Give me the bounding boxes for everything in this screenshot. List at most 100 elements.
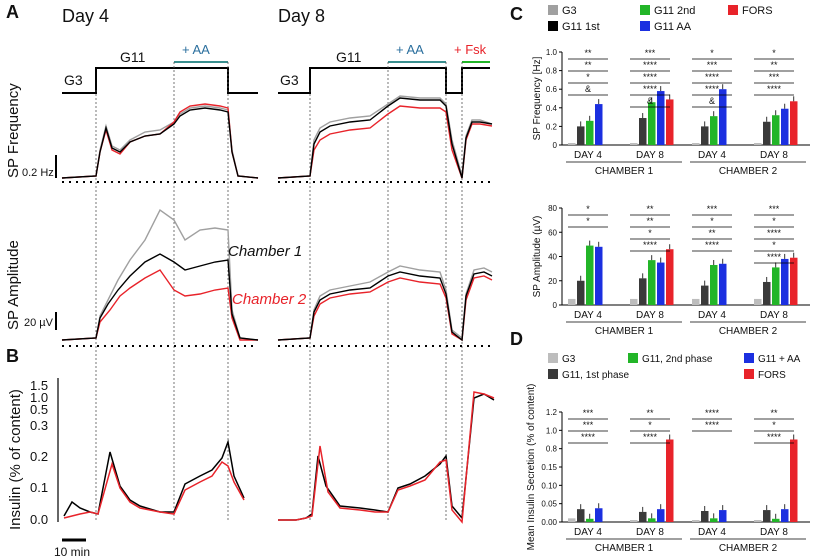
bar-0-2 xyxy=(586,120,594,145)
bar-1-2 xyxy=(648,518,656,522)
sig-marker: **** xyxy=(767,84,782,94)
bar-1-4 xyxy=(666,249,674,305)
legend-label-1: G11 1st xyxy=(562,21,600,33)
y-axis-label: SP Amplitude (µV) xyxy=(532,216,543,298)
panel-label-b: B xyxy=(6,346,19,366)
bar-0-0 xyxy=(568,298,576,305)
day8-title: Day 8 xyxy=(278,6,325,26)
g3-label-day4: G3 xyxy=(64,72,83,88)
ylabel-insulin: Insulin (% of content) xyxy=(7,389,24,530)
bar-0-0 xyxy=(568,518,576,522)
tick-1-0: 1.0 xyxy=(30,390,48,405)
y-tick-label: 80 xyxy=(548,204,557,213)
chamber-label: CHAMBER 2 xyxy=(719,166,778,177)
amp-trace-grey-day8 xyxy=(277,265,493,341)
bar-2-0 xyxy=(692,298,700,305)
legend-d-label-0: G3 xyxy=(562,354,576,365)
chamber1-annotation: Chamber 1 xyxy=(228,243,302,260)
bar-1-3 xyxy=(657,509,665,522)
bar-3-4 xyxy=(790,439,798,522)
legend-d-label-4: FORS xyxy=(758,370,786,381)
sig-marker: **** xyxy=(643,60,658,70)
y-tick-label: 40 xyxy=(548,253,557,262)
freq-scale-label: 0.2 Hz xyxy=(22,167,54,179)
legend-label-2: G11 2nd xyxy=(654,5,695,17)
bar-2-1 xyxy=(701,511,709,522)
sig-marker: **** xyxy=(705,420,720,430)
sig-marker: & xyxy=(709,96,715,106)
bar-2-3 xyxy=(719,263,727,305)
bar-1-0 xyxy=(630,143,638,145)
sig-marker: & xyxy=(585,84,591,94)
day-label: DAY 8 xyxy=(636,527,664,538)
bar-2-0 xyxy=(692,520,700,522)
sig-marker: ** xyxy=(646,408,654,418)
bar-3-2 xyxy=(772,115,780,145)
sig-marker: **** xyxy=(643,72,658,82)
legend-swatch-3 xyxy=(640,21,650,31)
day-label: DAY 4 xyxy=(698,150,726,161)
g3-label-day8: G3 xyxy=(280,72,299,88)
amp-scale-label: 20 µV xyxy=(24,317,54,329)
day4-title: Day 4 xyxy=(62,6,109,26)
bar-3-3 xyxy=(781,509,789,522)
y-tick-label: 1.0 xyxy=(546,48,558,57)
chamber-label: CHAMBER 2 xyxy=(719,543,778,554)
fsk-label: + Fsk xyxy=(454,42,487,57)
bar-0-0 xyxy=(568,143,576,145)
y-tick-label: 0.10 xyxy=(541,481,557,490)
legend-d-swatch-2 xyxy=(744,353,754,363)
y-tick-label: 0.8 xyxy=(546,445,558,454)
sig-marker: *** xyxy=(707,60,718,70)
bar-1-1 xyxy=(639,278,647,305)
y-tick-label: 0.00 xyxy=(541,518,557,527)
day-label: DAY 8 xyxy=(760,150,788,161)
freq-traces xyxy=(61,95,493,179)
chart-insulin-secretion: 0.00 0.05 0.10 0.15 0.8 1.0 1.2 Mean Insulin Se… xyxy=(526,353,810,554)
bar-3-0 xyxy=(754,143,762,145)
sig-marker: **** xyxy=(767,432,782,442)
bar-2-3 xyxy=(719,89,727,145)
legend-swatch-1 xyxy=(548,21,558,31)
sig-marker: ** xyxy=(584,60,592,70)
sig-marker: * xyxy=(648,228,652,238)
insulin-red-day4 xyxy=(63,460,245,519)
g11-label-day8: G11 xyxy=(336,49,362,65)
amp-trace-black-day8 xyxy=(277,271,493,342)
sig-marker: **** xyxy=(705,72,720,82)
bar-3-2 xyxy=(772,518,780,522)
chart-sp-frequency: 00.20.40.60.81.0SP Frequency [Hz]*****&D… xyxy=(532,5,810,177)
y-tick-label: 60 xyxy=(548,228,557,237)
time-scale-label: 10 min xyxy=(54,545,90,559)
amp-traces xyxy=(61,208,493,342)
sig-marker: * xyxy=(772,240,776,250)
sig-marker: **** xyxy=(767,228,782,238)
bar-3-1 xyxy=(763,121,771,145)
sig-marker: * xyxy=(772,48,776,58)
legend-d-swatch-1 xyxy=(628,353,638,363)
y-tick-label: 0.8 xyxy=(546,67,558,76)
sig-marker: *** xyxy=(769,204,780,214)
sig-marker: *** xyxy=(583,420,594,430)
g11-label-day4: G11 xyxy=(120,49,146,65)
panel-label-a: A xyxy=(6,2,19,22)
bar-3-2 xyxy=(772,267,780,305)
bar-0-2 xyxy=(586,518,594,522)
y-tick-label: 20 xyxy=(548,277,557,286)
y-tick-label: 0.6 xyxy=(546,85,558,94)
sig-marker: **** xyxy=(705,84,720,94)
chamber-label: CHAMBER 2 xyxy=(719,326,778,337)
sig-marker: **** xyxy=(581,432,596,442)
sig-marker: **** xyxy=(643,240,658,250)
freq-trace-red-day8 xyxy=(277,105,493,179)
sig-marker: **** xyxy=(705,408,720,418)
aa-label-day8: + AA xyxy=(396,42,424,57)
tick-0-2: 0.2 xyxy=(30,449,48,464)
sig-marker: *** xyxy=(645,48,656,58)
bar-2-3 xyxy=(719,510,727,522)
sig-marker: ** xyxy=(770,408,778,418)
bar-3-0 xyxy=(754,520,762,522)
bar-3-0 xyxy=(754,298,762,305)
